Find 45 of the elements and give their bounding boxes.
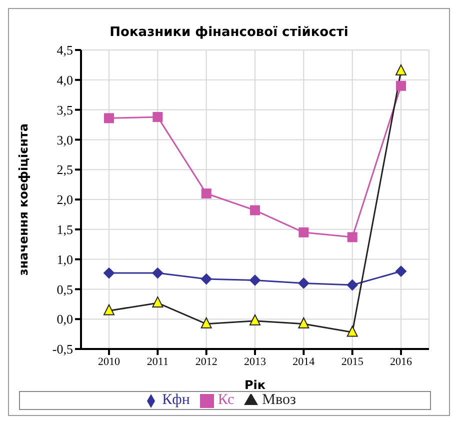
point [104,113,114,124]
point [347,232,358,242]
y-tick-label: 4,0 [56,72,73,88]
y-tick-label: 0,5 [56,282,73,297]
point [298,227,309,238]
x-tick-label: 2012 [195,356,218,368]
point [396,266,406,277]
x-tick-label: 2010 [98,356,120,368]
x-tick-label: 2013 [244,356,266,368]
y-axis-title: значення коефіцієнта [16,123,30,276]
point [346,280,358,291]
legend-label: Кфн [162,392,190,408]
point [152,296,164,308]
y-tick-label: 3,5 [56,102,73,118]
y-tick-label: 0,0 [56,312,73,327]
point [200,274,212,285]
y-tick-label: -0,5 [52,342,73,357]
x-tick-label: 2014 [292,356,316,368]
x-axis-title: Рік [244,378,266,392]
legend-label: Кс [218,392,234,408]
point [152,112,163,122]
chart-title: Показники фінансової стійкості [108,25,350,40]
x-tick-label: 2011 [146,356,168,368]
point [396,64,406,76]
x-tick-label: 2015 [341,356,364,368]
point [104,268,114,279]
point [346,326,358,337]
point [250,205,260,216]
point [250,274,260,286]
point [152,268,164,279]
y-tick-label: 1,0 [56,252,73,267]
y-tick-label: 4,5 [56,42,73,58]
point [298,317,310,328]
point [200,317,212,328]
point [298,278,310,289]
point [201,188,212,199]
point [250,314,260,326]
legend-label: Мвоз [262,392,296,408]
y-tick-label: 1,5 [56,222,73,238]
y-tick-label: 2,5 [56,162,73,178]
y-tick-label: 3,0 [56,132,73,148]
point [396,80,406,91]
y-tick-label: 2,0 [56,192,73,208]
x-tick-label: 2016 [390,356,412,368]
point [104,304,114,316]
